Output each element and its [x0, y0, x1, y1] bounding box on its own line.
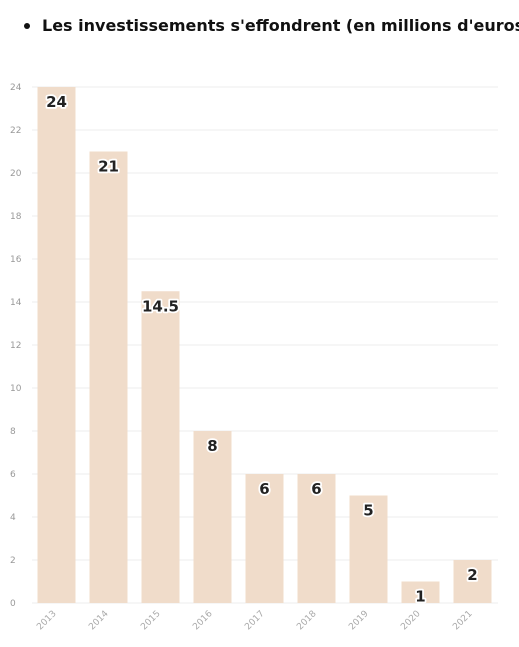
value-label: 24 — [46, 93, 67, 111]
y-tick-label: 10 — [10, 384, 22, 394]
bar-2021 — [453, 560, 492, 603]
y-tick-label: 8 — [10, 427, 16, 437]
y-tick-label: 14 — [10, 298, 22, 308]
bar-2013 — [37, 87, 76, 603]
bars — [37, 87, 492, 603]
bar-2015 — [141, 291, 180, 603]
y-tick-label: 2 — [10, 556, 16, 566]
value-label: 2 — [467, 566, 477, 584]
x-tick-label: 2018 — [295, 609, 318, 632]
y-tick-label: 16 — [10, 255, 22, 265]
x-tick-label: 2021 — [451, 609, 474, 632]
value-label: 8 — [207, 437, 217, 455]
y-tick-label: 4 — [10, 513, 16, 523]
x-tick-label: 2015 — [139, 609, 162, 632]
y-tick-label: 20 — [10, 169, 22, 179]
y-tick-label: 12 — [10, 341, 21, 351]
x-tick-label: 2016 — [191, 609, 214, 632]
bullet-icon — [24, 22, 30, 29]
value-label: 21 — [98, 158, 119, 176]
chart-title: Les investissements s'effondrent (en mil… — [42, 16, 519, 35]
x-tick-label: 2017 — [243, 609, 266, 632]
value-labels: 24 21 14.5 8 6 6 5 1 2 — [44, 91, 479, 607]
x-tick-label: 2019 — [347, 609, 370, 632]
y-tick-label: 6 — [10, 470, 16, 480]
y-tick-label: 0 — [10, 599, 16, 609]
value-label: 6 — [311, 480, 321, 498]
x-tick-label: 2020 — [399, 609, 422, 632]
bar-2017 — [245, 474, 284, 603]
value-label: 1 — [415, 588, 425, 606]
bar-2016 — [193, 431, 232, 603]
value-label: 6 — [259, 480, 269, 498]
chart-title-row: Les investissements s'effondrent (en mil… — [24, 16, 519, 35]
x-tick-label: 2014 — [87, 609, 110, 632]
bar-2014 — [89, 151, 128, 603]
value-label: 5 — [363, 502, 373, 520]
y-tick-label: 22 — [10, 126, 21, 136]
y-tick-label: 18 — [10, 212, 22, 222]
bar-2019 — [349, 495, 388, 603]
value-label: 14.5 — [142, 297, 179, 315]
x-tick-label: 2013 — [35, 609, 58, 632]
x-axis: 2013 2014 2015 2016 2017 2018 2019 2020 2021 — [35, 609, 474, 632]
bar-2018 — [297, 474, 336, 603]
bar-2020 — [401, 581, 440, 603]
y-tick-label: 24 — [10, 83, 22, 93]
